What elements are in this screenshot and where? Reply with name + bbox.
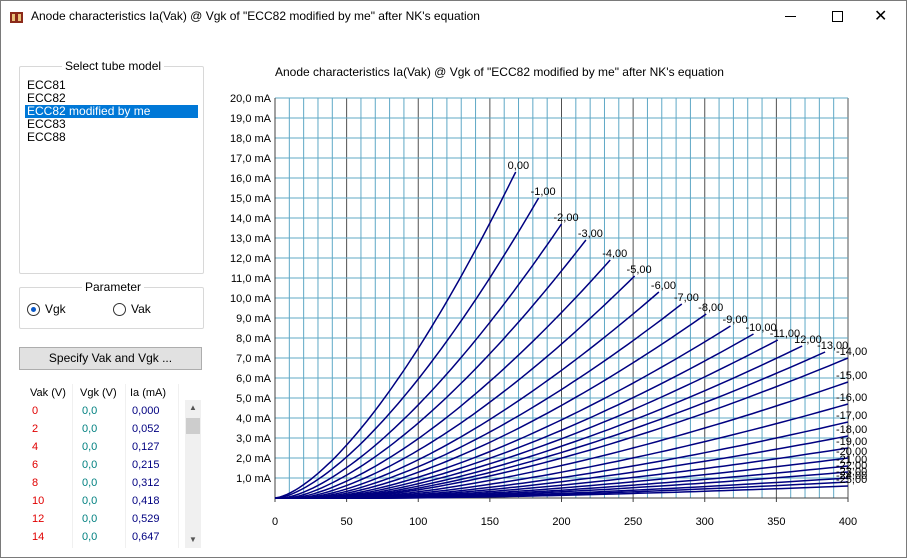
table-cell-vak[interactable]: 6	[32, 459, 39, 471]
minimize-icon	[785, 16, 796, 17]
maximize-button[interactable]	[814, 1, 860, 32]
radio-unchecked-icon	[113, 303, 126, 316]
window-title: Anode characteristics Ia(Vak) @ Vgk of "…	[31, 9, 480, 23]
table-cell-vak[interactable]: 12	[32, 513, 45, 525]
table-cell-ia[interactable]: 0,418	[132, 495, 160, 507]
list-item-selected[interactable]: ECC82 modified by me	[25, 105, 198, 118]
table-cell-vak[interactable]: 14	[32, 531, 45, 543]
table-cell-vgk[interactable]: 0,0	[82, 441, 98, 453]
table-cell-vak[interactable]: 4	[32, 441, 39, 453]
list-item[interactable]: ECC88	[27, 130, 66, 144]
minimize-button[interactable]	[768, 1, 814, 32]
scroll-up-icon[interactable]: ▲	[189, 403, 197, 412]
table-cell-ia[interactable]: 0,215	[132, 459, 160, 471]
close-icon: ✕	[874, 6, 888, 25]
table-cell-vak[interactable]: 8	[32, 477, 39, 489]
table-cell-ia[interactable]: 0,127	[132, 441, 160, 453]
tube-model-list[interactable]: ECC81 ECC82 ECC82 modified by me ECC83 E…	[25, 79, 198, 144]
close-button[interactable]: ✕	[860, 1, 906, 32]
column-header-vak[interactable]: Vak (V)	[30, 387, 66, 399]
radio-checked-icon	[27, 303, 40, 316]
table-cell-vgk[interactable]: 0,0	[82, 477, 98, 489]
radio-vak-label: Vak	[131, 302, 151, 316]
chart-title: Anode characteristics Ia(Vak) @ Vgk of "…	[275, 65, 724, 79]
table-cell-vgk[interactable]: 0,0	[82, 423, 98, 435]
list-item[interactable]: ECC81	[27, 78, 66, 92]
scroll-thumb[interactable]	[186, 418, 200, 434]
table-cell-ia[interactable]: 0,647	[132, 531, 160, 543]
table-cell-vgk[interactable]: 0,0	[82, 459, 98, 471]
table-cell-vak[interactable]: 0	[32, 405, 39, 417]
specify-vak-vgk-button[interactable]: Specify Vak and Vgk ...	[19, 347, 202, 370]
parameter-group: Parameter Vgk Vak	[19, 280, 204, 329]
table-cell-ia[interactable]: 0,529	[132, 513, 160, 525]
app-icon	[10, 12, 23, 23]
column-header-ia[interactable]: Ia (mA)	[130, 387, 167, 399]
table-cell-vak[interactable]: 2	[32, 423, 39, 435]
table-cell-ia[interactable]: 0,312	[132, 477, 160, 489]
data-table[interactable]: Vak (V) Vgk (V) Ia (mA) 0 0,0 0,000 2 0,0 0,0…	[19, 384, 202, 548]
table-scrollbar[interactable]: ▲ ▼	[185, 400, 201, 548]
table-cell-ia[interactable]: 0,052	[132, 423, 160, 435]
radio-vgk-label: Vgk	[45, 302, 66, 316]
table-cell-vgk[interactable]: 0,0	[82, 513, 98, 525]
table-cell-ia[interactable]: 0,000	[132, 405, 160, 417]
maximize-icon	[832, 11, 843, 22]
title-bar[interactable]: Anode characteristics Ia(Vak) @ Vgk of "…	[1, 1, 906, 32]
scroll-down-icon[interactable]: ▼	[189, 535, 197, 544]
list-item[interactable]: ECC83	[27, 117, 66, 131]
parameter-legend: Parameter	[82, 280, 145, 294]
column-header-vgk[interactable]: Vgk (V)	[80, 387, 117, 399]
table-cell-vgk[interactable]: 0,0	[82, 531, 98, 543]
table-cell-vgk[interactable]: 0,0	[82, 495, 98, 507]
table-cell-vgk[interactable]: 0,0	[82, 405, 98, 417]
tube-model-group: Select tube model ECC81 ECC82 ECC82 modi…	[19, 59, 204, 274]
table-cell-vak[interactable]: 10	[32, 495, 45, 507]
list-item[interactable]: ECC82	[27, 91, 66, 105]
tube-model-legend: Select tube model	[62, 59, 165, 73]
